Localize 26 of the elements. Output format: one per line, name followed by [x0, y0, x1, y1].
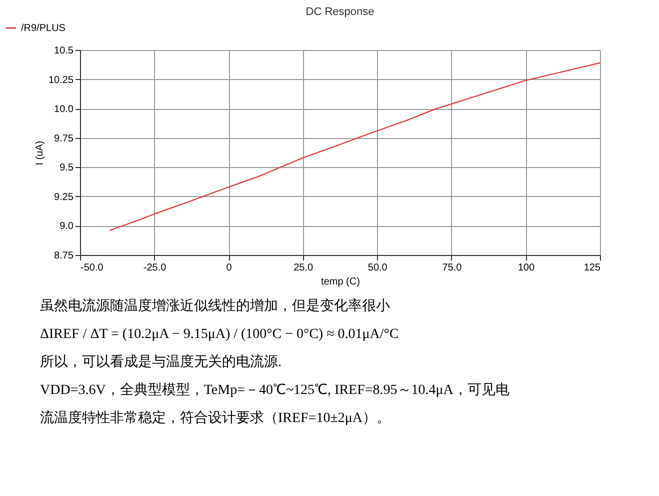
y-tick-label: 8.75 [54, 250, 74, 262]
x-tick-label: 0 [226, 262, 232, 274]
y-tick-label: 10.5 [54, 46, 74, 56]
y-tick-label: 10.0 [54, 104, 74, 116]
y-tick-label: 10.25 [48, 74, 74, 86]
text: 虽然电流源随温度增涨近似线性的增加，但是变化率很小 [40, 298, 390, 314]
x-tick-label: 25.0 [294, 262, 314, 274]
x-tick-label: 100 [518, 262, 535, 274]
x-tick-label: 125 [584, 262, 601, 274]
text: 所以，可以看成是与温度无关的电流源. [40, 354, 282, 370]
x-tick-label: -50.0 [80, 262, 104, 274]
y-tick-label: 9.25 [54, 192, 74, 203]
text: 流温度特性非常稳定，符合设计要求（IREF=10±2μA）。 [40, 410, 391, 426]
text: ΔIREF / ΔT = (10.2μA − 9.15μA) / (100°C − 0°C) ≈ 0.01μA/°C [40, 327, 399, 342]
y-tick-label: 9.0 [60, 221, 74, 232]
chart-title: DC Response [306, 6, 374, 18]
legend-label: /R9/PLUS [21, 23, 66, 34]
text: VDD=3.6V，全典型模型，TeMp=－40℃~125℃, IREF=8.95～10.4μA，可见电 [40, 382, 510, 398]
y-axis-title: I (uA) [34, 140, 46, 166]
y-tick-label: 9.75 [54, 133, 74, 144]
x-axis-title: temp (C) [321, 276, 360, 288]
x-tick-label: 75.0 [442, 262, 462, 274]
x-tick-label: -25.0 [143, 262, 167, 274]
line-series [109, 62, 601, 231]
x-tick-label: 50.0 [368, 262, 388, 274]
y-tick-label: 9.5 [60, 162, 74, 174]
